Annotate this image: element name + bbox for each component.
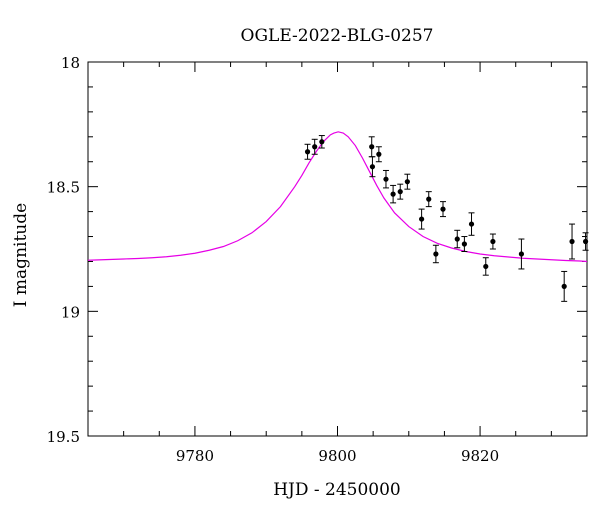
data-point bbox=[312, 144, 318, 150]
data-point bbox=[390, 191, 396, 197]
x-tick-label: 9820 bbox=[461, 447, 499, 465]
data-point bbox=[426, 196, 432, 202]
data-point bbox=[319, 139, 325, 145]
y-tick-label: 19.5 bbox=[47, 428, 80, 446]
y-tick-label: 18 bbox=[61, 54, 80, 72]
data-point bbox=[483, 263, 489, 270]
data-point bbox=[369, 144, 375, 150]
data-point bbox=[440, 206, 446, 212]
data-point bbox=[369, 164, 376, 170]
data-point bbox=[433, 251, 439, 257]
data-point bbox=[490, 238, 496, 245]
data-point bbox=[454, 236, 460, 242]
chart-title: OGLE-2022-BLG-0257 bbox=[241, 26, 434, 46]
data-point bbox=[376, 151, 382, 157]
data-point bbox=[404, 179, 410, 185]
plot-frame bbox=[87, 61, 588, 437]
y-tick-label: 19 bbox=[61, 303, 80, 321]
x-tick-label: 9780 bbox=[176, 447, 214, 465]
data-point bbox=[468, 221, 475, 227]
data-point bbox=[304, 149, 311, 155]
y-axis-label: I magnitude bbox=[11, 203, 31, 307]
data-point bbox=[582, 238, 589, 245]
x-tick-label: 9800 bbox=[318, 447, 356, 465]
data-point bbox=[397, 189, 403, 195]
plot-area: 9780 9800 9820 18 18.5 19 19.5 bbox=[47, 54, 589, 465]
data-point bbox=[383, 176, 389, 182]
y-tick-label: 18.5 bbox=[47, 179, 80, 197]
data-point bbox=[461, 241, 467, 247]
data-point bbox=[561, 283, 567, 289]
data-point bbox=[518, 251, 525, 257]
model-curve bbox=[87, 131, 588, 263]
data-point bbox=[569, 238, 575, 245]
x-axis-label: HJD - 2450000 bbox=[273, 480, 401, 500]
data-point bbox=[419, 216, 425, 222]
